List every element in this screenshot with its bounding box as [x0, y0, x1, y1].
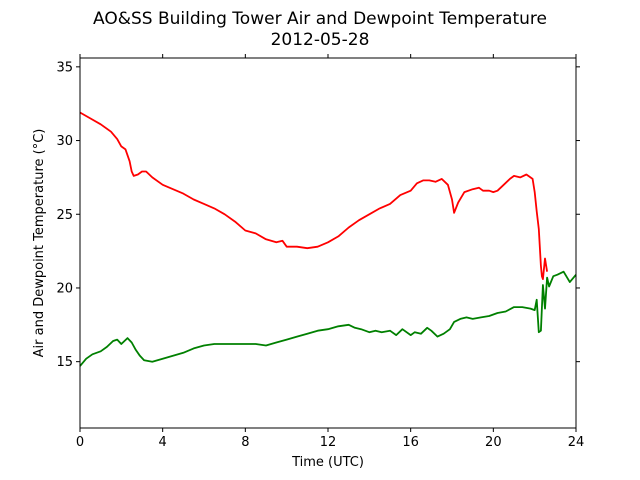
y-tick-label: 35 — [56, 60, 73, 75]
x-tick-label: 16 — [402, 435, 419, 450]
chart-subtitle: 2012-05-28 — [271, 30, 370, 50]
y-tick-label: 30 — [56, 134, 73, 149]
x-tick-label: 20 — [485, 435, 502, 450]
y-axis-label: Air and Dewpoint Temperature (°C) — [32, 129, 47, 358]
plot-frame — [79, 57, 577, 429]
series-layer — [79, 111, 577, 367]
ticks-layer: 0 4 8 12 16 20 24 15 20 25 30 35 — [56, 54, 584, 450]
y-tick-label: 20 — [56, 281, 73, 296]
chart-title: AO&SS Building Tower Air and Dewpoint Te… — [93, 9, 547, 29]
x-tick-label: 4 — [159, 435, 167, 450]
y-tick-label: 15 — [56, 355, 73, 370]
series-line-1 — [79, 270, 577, 367]
series-line-0 — [79, 111, 548, 281]
x-axis-label: Time (UTC) — [291, 455, 364, 470]
x-tick-label: 24 — [568, 435, 585, 450]
x-tick-label: 12 — [320, 435, 337, 450]
x-tick-label: 0 — [76, 435, 84, 450]
y-tick-label: 25 — [56, 208, 73, 223]
x-tick-label: 8 — [241, 435, 249, 450]
